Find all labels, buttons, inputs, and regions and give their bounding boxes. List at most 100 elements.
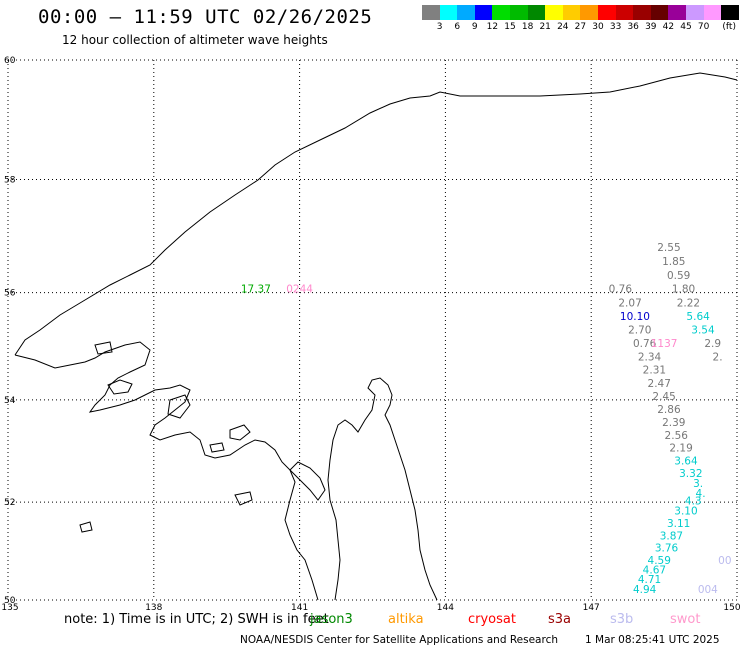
- color-legend-label: 27: [574, 22, 587, 32]
- color-swatch: [721, 5, 739, 20]
- wave-height-label: 2.70: [628, 324, 651, 336]
- wave-height-label: 2.34: [638, 351, 662, 363]
- wave-height-label: 3.11: [667, 518, 690, 530]
- footer-credit: NOAA/NESDIS Center for Satellite Applica…: [240, 634, 558, 646]
- x-tick-label: 150: [723, 603, 740, 613]
- wave-height-label: 10.10: [620, 311, 650, 323]
- coastline-okhotsk-north: [14, 72, 738, 356]
- wave-height-label: 4.71: [638, 574, 661, 586]
- wave-height-label: 00: [718, 555, 731, 567]
- observations: 17.37 0244 2.55 1.85 0.59 0.76 1.80 2.07 2.22 10.…: [241, 242, 732, 596]
- wave-height-label: 1.85: [662, 256, 685, 268]
- wave-height-label: 1137: [651, 338, 678, 350]
- x-tick-label: 147: [583, 603, 600, 613]
- y-tick-label: 54: [4, 396, 16, 406]
- wave-height-label: 0.59: [667, 270, 690, 282]
- axis-labels: 135 138 141 144 147 150 50 52 54 56 58 60: [1, 56, 740, 613]
- wave-height-label: 2.: [713, 351, 723, 363]
- wave-height-label: 3.54: [691, 324, 715, 336]
- color-legend-label: 42: [662, 22, 675, 32]
- coastline-islands-b: [167, 394, 191, 419]
- wave-height-label: 2.39: [662, 417, 685, 429]
- wave-height-label: 4.3: [685, 496, 702, 508]
- coastline-islands-d: [234, 491, 253, 506]
- wave-height-label: 2.55: [657, 242, 680, 254]
- color-legend-label: 36: [627, 22, 639, 32]
- wave-height-label: 0244: [286, 284, 313, 296]
- map-grid: [7, 59, 738, 601]
- wave-height-label: 4.: [696, 488, 706, 500]
- color-legend-label: 45: [680, 22, 692, 32]
- wave-height-label: 2.9: [704, 338, 721, 350]
- color-legend-label: 33: [609, 22, 622, 32]
- coastline-shantar-region: [14, 341, 319, 601]
- y-tick-label: 58: [4, 176, 16, 186]
- satellite-legend-item: s3b: [610, 612, 634, 627]
- wave-height-label: 17.37: [241, 284, 271, 296]
- color-swatch: [457, 5, 475, 20]
- color-legend-label: 18: [521, 22, 534, 32]
- wave-height-label: 2.45: [652, 391, 675, 403]
- wave-height-label: 3.: [693, 478, 703, 490]
- color-swatch: [439, 5, 458, 20]
- coastline-islands-a: [107, 379, 133, 395]
- satellite-legend-item: cryosat: [468, 612, 516, 627]
- color-swatch: [562, 5, 581, 20]
- coastline-islands-e: [79, 521, 93, 533]
- wave-height-label: 3.87: [660, 530, 683, 542]
- wave-height-label: 2.22: [677, 297, 700, 309]
- color-legend-label: 12: [486, 22, 499, 32]
- coastline-sakhalin-west: [327, 377, 438, 601]
- wave-height-label: 5.64: [686, 311, 710, 323]
- color-legend-label: 6: [454, 22, 461, 32]
- wave-height-label: 4.94: [633, 584, 657, 596]
- wave-height-label: 4.59: [648, 555, 671, 567]
- wave-height-label: 2.56: [665, 430, 689, 442]
- page-title: 00:00 – 11:59 UTC 02/26/2025: [38, 6, 373, 28]
- color-swatch: [580, 5, 598, 20]
- color-legend-label: 3: [436, 22, 443, 32]
- wave-height-label: 2.47: [648, 378, 671, 390]
- coastline-islands-c: [229, 424, 251, 441]
- color-swatch: [597, 5, 616, 20]
- x-tick-label: 135: [1, 603, 18, 613]
- y-tick-label: 56: [4, 289, 16, 299]
- wave-height-label: 2.19: [669, 443, 692, 455]
- satellite-legend-item: s3a: [548, 612, 572, 627]
- color-legend-label: 70: [697, 22, 710, 32]
- color-legend-label: 30: [592, 22, 604, 32]
- color-legend: [422, 5, 739, 20]
- wave-height-label: 2.86: [657, 404, 681, 416]
- x-tick-label: 144: [437, 603, 454, 613]
- color-swatch: [615, 5, 634, 20]
- wave-height-label: 004: [698, 584, 718, 596]
- note-text: note: 1) Time is in UTC; 2) SWH is in fe…: [64, 612, 329, 627]
- wave-height-label: 3.32: [679, 468, 702, 480]
- wave-height-label: 3.10: [674, 506, 697, 518]
- wave-height-label: 2.31: [643, 365, 666, 377]
- color-swatch: [633, 5, 651, 20]
- x-tick-label: 138: [145, 603, 162, 613]
- color-legend-label: 21: [539, 22, 551, 32]
- color-swatch: [509, 5, 528, 20]
- coastline-islands-f: [209, 442, 225, 453]
- page-subtitle: 12 hour collection of altimeter wave hei…: [62, 33, 328, 47]
- color-swatch: [650, 5, 669, 20]
- coastline-amur-inner: [289, 461, 326, 501]
- color-swatch: [527, 5, 546, 20]
- y-tick-label: 52: [4, 498, 15, 508]
- x-tick-label: 141: [291, 603, 308, 613]
- wave-height-label: 4.67: [643, 565, 666, 577]
- wave-height-label: 0.76: [609, 284, 633, 296]
- satellite-legend-item: swot: [670, 612, 701, 627]
- wave-height-label: 1.80: [672, 284, 695, 296]
- color-legend-label: 15: [504, 22, 516, 32]
- coastline: [14, 72, 738, 601]
- color-swatch: [474, 5, 493, 20]
- color-legend-label: 9: [471, 22, 478, 32]
- y-tick-label: 60: [4, 56, 16, 66]
- coastline-islands-g: [94, 341, 113, 355]
- satellite-legend-item: altika: [388, 612, 424, 627]
- footer-timestamp: 1 Mar 08:25:41 UTC 2025: [585, 634, 720, 646]
